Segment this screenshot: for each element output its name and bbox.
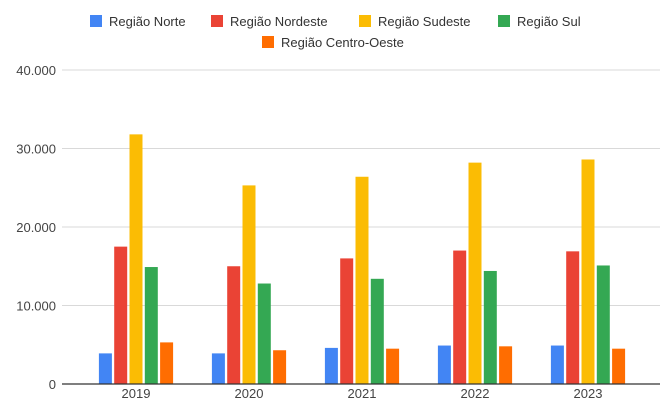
legend-swatch — [498, 15, 510, 27]
legend-swatch — [359, 15, 371, 27]
legend-label: Região Sudeste — [378, 14, 471, 29]
y-tick-label: 30.000 — [16, 142, 56, 157]
legend-swatch — [211, 15, 223, 27]
bar — [453, 250, 467, 384]
x-tick-label: 2020 — [235, 386, 264, 401]
x-tick-label: 2019 — [122, 386, 151, 401]
bar — [257, 283, 271, 384]
y-axis: 0 10.000 20.000 30.000 40.000 — [16, 63, 56, 392]
bar — [386, 348, 400, 384]
bar — [612, 348, 626, 384]
x-tick-label: 2021 — [348, 386, 377, 401]
bar — [483, 270, 497, 384]
bar — [499, 346, 513, 384]
bar — [160, 342, 174, 384]
y-tick-label: 40.000 — [16, 63, 56, 78]
bar — [596, 265, 610, 384]
bar — [129, 134, 143, 384]
legend-label: Região Centro-Oeste — [281, 35, 404, 50]
x-tick-label: 2023 — [574, 386, 603, 401]
legend-label: Região Norte — [109, 14, 186, 29]
legend-label: Região Nordeste — [230, 14, 328, 29]
y-tick-label: 0 — [49, 377, 56, 392]
bar — [324, 347, 338, 384]
bar — [98, 353, 112, 384]
bar — [340, 258, 354, 384]
legend-swatch — [262, 36, 274, 48]
x-axis: 2019 2020 2021 2022 2023 — [62, 383, 660, 401]
bar — [581, 159, 595, 384]
bar — [550, 345, 564, 384]
bars — [98, 134, 626, 385]
bar — [211, 353, 225, 384]
y-tick-label: 10.000 — [16, 299, 56, 314]
bar — [355, 176, 369, 384]
bar — [114, 246, 128, 385]
legend: Região Norte Região Nordeste Região Sudest… — [90, 14, 581, 50]
bar — [468, 162, 482, 384]
bar — [273, 350, 287, 384]
bar — [370, 278, 384, 384]
bar — [437, 345, 451, 384]
legend-label: Região Sul — [517, 14, 581, 29]
legend-swatch — [90, 15, 102, 27]
bar — [227, 266, 241, 384]
bar — [242, 185, 256, 384]
bar — [566, 251, 580, 384]
y-tick-label: 20.000 — [16, 220, 56, 235]
bar — [144, 267, 158, 384]
x-tick-label: 2022 — [461, 386, 490, 401]
